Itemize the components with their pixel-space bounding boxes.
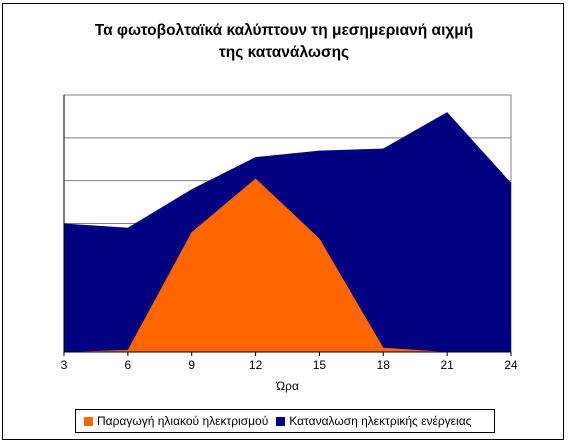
legend-swatch-consumption	[276, 416, 286, 426]
x-tick-label: 6	[125, 358, 132, 372]
x-tick-label: 3	[61, 358, 68, 372]
x-tick-labels: 3 6 9 12 15 18 21 24	[61, 358, 518, 372]
legend-item-consumption: Καταναλωση ηλεκτρικής ενέργειας	[276, 414, 471, 428]
legend-label-consumption: Καταναλωση ηλεκτρικής ενέργειας	[289, 414, 472, 428]
x-tick-label: 9	[188, 358, 195, 372]
x-axis-label: Ώρα	[275, 379, 299, 393]
x-tick-label: 12	[249, 358, 263, 372]
axes	[63, 95, 512, 356]
area-series-solar	[64, 178, 511, 352]
legend-swatch-solar	[84, 416, 93, 426]
legend-item-solar: Παραγωγή ηλιακού ηλεκτρισμού	[84, 414, 268, 428]
legend-label-solar: Παραγωγή ηλιακού ηλεκτρισμού	[97, 414, 269, 428]
chart-title: Τα φωτοβολταϊκά καλύπτουν τη μεσημεριανή…	[0, 20, 568, 64]
series-areas	[64, 112, 511, 352]
x-tick-label: 21	[440, 358, 454, 372]
chart-title-line-2: της κατανάλωσης	[218, 44, 350, 61]
x-tick-label: 24	[504, 358, 518, 372]
x-tick-label: 18	[377, 358, 391, 372]
x-tick-label: 15	[313, 358, 327, 372]
legend: Παραγωγή ηλιακού ηλεκτρισμού Καταναλωση …	[75, 409, 495, 433]
chart-title-line-1: Τα φωτοβολταϊκά καλύπτουν τη μεσημεριανή…	[94, 22, 474, 39]
